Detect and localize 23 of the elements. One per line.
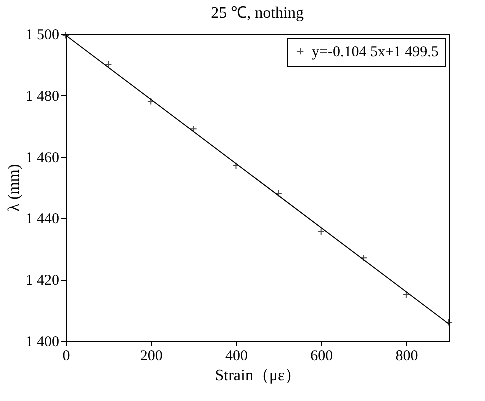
x-tick-label: 600 xyxy=(310,348,334,364)
x-tick-label: 400 xyxy=(225,348,248,364)
legend-label: y=-0.104 5x+1 499.5 xyxy=(312,44,439,60)
x-axis-title: Strain（με） xyxy=(215,368,301,384)
y-tick-label: 1 480 xyxy=(26,88,60,105)
point xyxy=(402,291,410,299)
y-tick-label: 1 440 xyxy=(26,212,60,228)
x-tick-label: 800 xyxy=(396,348,418,364)
y-tick-label: 1 500 xyxy=(26,28,60,44)
point xyxy=(275,190,282,198)
point xyxy=(190,126,198,133)
chart-title: 25 ℃, nothing xyxy=(211,5,304,22)
x-tick-label: 200 xyxy=(140,348,163,364)
y-tick-label: 1 420 xyxy=(26,273,60,290)
point xyxy=(360,254,368,262)
y-tick-label: 1 460 xyxy=(26,150,60,166)
point xyxy=(232,162,240,170)
y-tick-label: 1 400 xyxy=(26,334,60,350)
point xyxy=(104,61,112,68)
point xyxy=(318,228,325,236)
point xyxy=(147,98,155,106)
x-tick-label: 0 xyxy=(62,348,70,364)
y-axis-title: λ (mm) xyxy=(6,164,23,212)
